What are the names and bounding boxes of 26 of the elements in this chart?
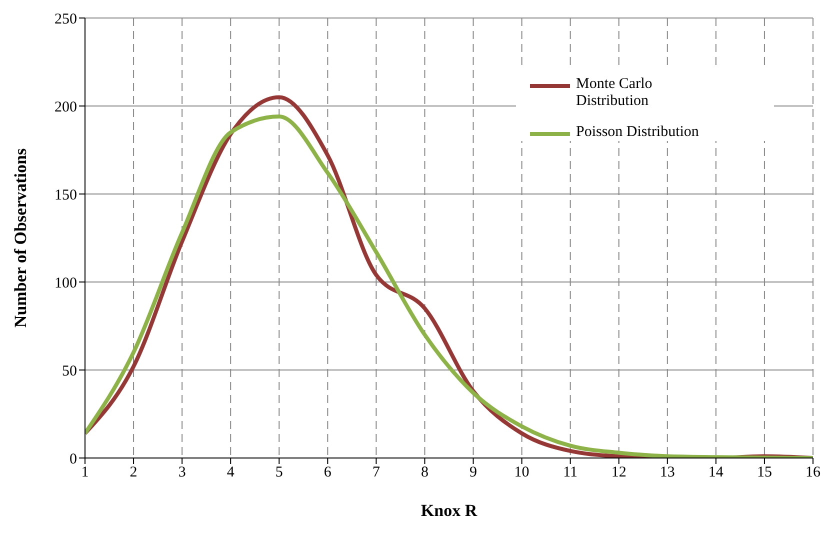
y-tick-label: 50 — [62, 363, 77, 380]
x-tick-label: 9 — [470, 464, 478, 481]
x-tick-label: 13 — [660, 464, 675, 481]
legend-label: Poisson Distribution — [576, 124, 700, 141]
x-tick-label: 11 — [563, 464, 578, 481]
x-tick-label: 8 — [420, 464, 428, 481]
x-tick-label: 5 — [275, 464, 283, 481]
x-tick-label: 14 — [708, 464, 724, 481]
x-tick-label: 1 — [81, 464, 89, 481]
x-tick-label: 15 — [756, 464, 772, 481]
legend-label: Monte Carlo Distribution — [576, 76, 654, 110]
y-tick-label: 100 — [54, 275, 77, 292]
y-tick-label: 250 — [54, 11, 77, 28]
y-tick-label: 150 — [54, 187, 77, 204]
x-tick-label: 3 — [178, 464, 186, 481]
x-axis-title: Knox R — [420, 501, 478, 520]
x-tick-label: 6 — [324, 464, 332, 481]
x-tick-label: 12 — [611, 464, 626, 481]
x-tick-label: 4 — [226, 464, 235, 481]
y-tick-label: 0 — [70, 451, 77, 468]
y-tick-label: 200 — [54, 99, 77, 116]
x-tick-label: 10 — [514, 464, 530, 481]
x-tick-label: 16 — [806, 464, 821, 481]
x-tick-label: 2 — [130, 464, 138, 481]
y-axis-title: Number of Observations — [11, 148, 30, 328]
x-tick-label: 7 — [372, 464, 380, 481]
